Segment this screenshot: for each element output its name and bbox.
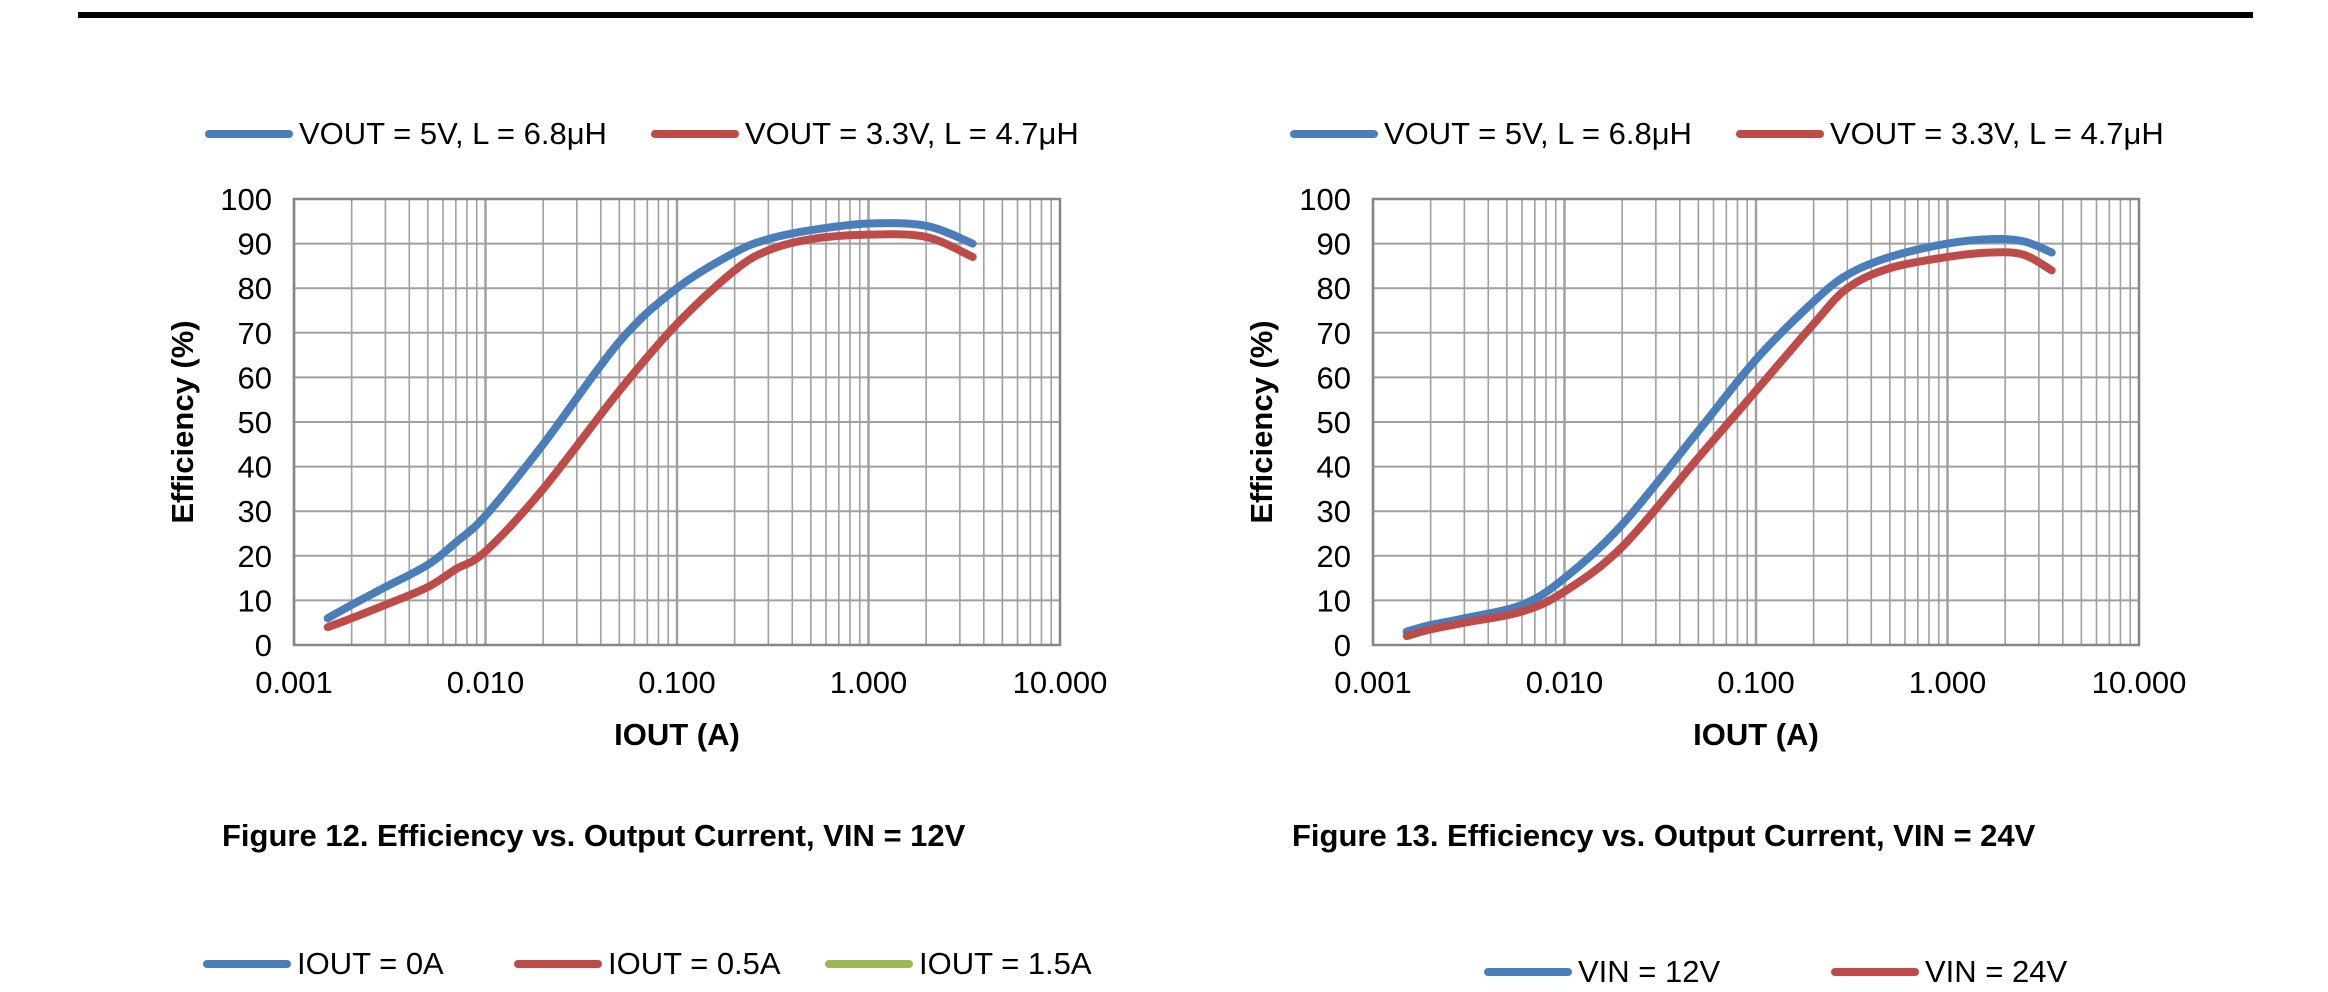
x-axis-title: IOUT (A) xyxy=(614,717,740,752)
figure-caption: Figure 13. Efficiency vs. Output Current… xyxy=(1292,818,2036,853)
y-tick-label: 10 xyxy=(1317,583,1351,618)
series-line-blue xyxy=(323,219,977,623)
legend-swatch-blue xyxy=(1484,968,1572,976)
legend-swatch-blue xyxy=(1290,130,1378,138)
legend-swatch-red xyxy=(514,960,602,968)
legend-label: IOUT = 1.5A xyxy=(919,946,1092,981)
legend-swatch-green xyxy=(825,960,913,968)
legend-label: IOUT = 0A xyxy=(297,946,444,981)
y-tick-label: 30 xyxy=(238,494,272,529)
x-tick-label: 10.000 xyxy=(2092,665,2187,700)
y-tick-label: 100 xyxy=(1299,182,1351,217)
x-tick-label: 0.010 xyxy=(1526,665,1604,700)
legend-label: VOUT = 5V, L = 6.8μH xyxy=(299,116,607,151)
legend-item-vout-3v3: VOUT = 3.3V, L = 4.7μH xyxy=(1736,114,2164,154)
y-tick-label: 30 xyxy=(1317,494,1351,529)
y-tick-label: 20 xyxy=(238,539,272,574)
legend-label: VOUT = 3.3V, L = 4.7μH xyxy=(745,116,1079,151)
y-axis-title: Efficiency (%) xyxy=(1244,320,1279,523)
legend-swatch-blue xyxy=(203,960,291,968)
y-tick-label: 80 xyxy=(1317,271,1351,306)
page-top-rule xyxy=(78,12,2253,18)
x-tick-label: 1.000 xyxy=(830,665,908,700)
y-tick-label: 50 xyxy=(238,405,272,440)
legend-label: VOUT = 5V, L = 6.8μH xyxy=(1384,116,1692,151)
legend-item-iout-0a: IOUT = 0A xyxy=(203,944,444,984)
y-tick-label: 90 xyxy=(238,227,272,262)
plot-frame xyxy=(1371,197,2141,647)
legend-item-vout-5v: VOUT = 5V, L = 6.8μH xyxy=(205,114,607,154)
legend-swatch-red xyxy=(1831,968,1919,976)
x-axis-title: IOUT (A) xyxy=(1693,717,1819,752)
y-tick-label: 60 xyxy=(1317,360,1351,395)
y-tick-label: 20 xyxy=(1317,539,1351,574)
x-tick-label: 1.000 xyxy=(1909,665,1987,700)
legend-label: VOUT = 3.3V, L = 4.7μH xyxy=(1830,116,2164,151)
legend-swatch-red xyxy=(651,130,739,138)
y-tick-label: 10 xyxy=(238,583,272,618)
y-tick-label: 0 xyxy=(255,628,272,663)
x-tick-label: 0.100 xyxy=(638,665,716,700)
legend-label: VIN = 12V xyxy=(1578,954,1721,989)
y-tick-label: 40 xyxy=(238,450,272,485)
legend-item-iout-1-5a: IOUT = 1.5A xyxy=(825,944,1092,984)
y-axis-title: Efficiency (%) xyxy=(165,320,200,523)
legend-item-vout-5v: VOUT = 5V, L = 6.8μH xyxy=(1290,114,1692,154)
plot-frame xyxy=(292,197,1062,647)
y-tick-label: 80 xyxy=(238,271,272,306)
figure-caption: Figure 12. Efficiency vs. Output Current… xyxy=(222,818,966,853)
legend-swatch-blue xyxy=(205,130,293,138)
legend-item-vout-3v3: VOUT = 3.3V, L = 4.7μH xyxy=(651,114,1079,154)
legend-item-vin-24v: VIN = 24V xyxy=(1831,952,2067,992)
y-tick-label: 90 xyxy=(1317,227,1351,262)
x-tick-label: 10.000 xyxy=(1013,665,1108,700)
y-tick-label: 100 xyxy=(220,182,272,217)
legend-item-vin-12v: VIN = 12V xyxy=(1484,952,1720,992)
y-tick-label: 70 xyxy=(238,316,272,351)
legend-item-iout-0-5a: IOUT = 0.5A xyxy=(514,944,781,984)
series-line-blue xyxy=(1402,235,2056,636)
x-tick-label: 0.001 xyxy=(255,665,333,700)
legend-label: VIN = 24V xyxy=(1925,954,2068,989)
y-tick-label: 60 xyxy=(238,360,272,395)
x-tick-label: 0.001 xyxy=(1334,665,1412,700)
y-tick-label: 70 xyxy=(1317,316,1351,351)
x-tick-label: 0.010 xyxy=(447,665,525,700)
x-tick-label: 0.100 xyxy=(1717,665,1795,700)
legend-swatch-red xyxy=(1736,130,1824,138)
y-tick-label: 50 xyxy=(1317,405,1351,440)
y-tick-label: 40 xyxy=(1317,450,1351,485)
series-line-red xyxy=(1402,248,2056,641)
legend-label: IOUT = 0.5A xyxy=(608,946,781,981)
series-line-red xyxy=(323,230,977,632)
y-tick-label: 0 xyxy=(1334,628,1351,663)
